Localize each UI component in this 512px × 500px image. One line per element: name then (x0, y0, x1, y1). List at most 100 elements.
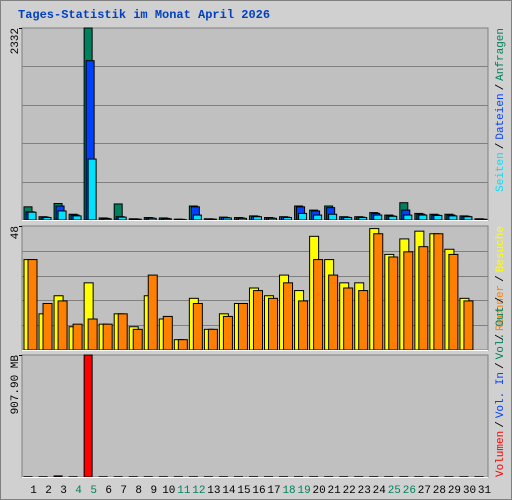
bar (403, 251, 414, 351)
y-tick-label: 48 (10, 226, 22, 239)
bar (87, 318, 98, 351)
bar (102, 323, 113, 351)
legend-entry: Vol. Out (495, 307, 507, 360)
legend-separator: / (495, 362, 507, 369)
bar (27, 259, 38, 351)
legend-separator: / (495, 275, 507, 282)
x-tick-label: 29 (448, 485, 461, 497)
bar (53, 475, 63, 478)
x-tick-label: 20 (313, 485, 326, 497)
bar (222, 217, 232, 221)
x-tick-label: 27 (418, 485, 431, 497)
bar (313, 259, 324, 351)
bar (298, 300, 309, 351)
bar (252, 290, 263, 351)
x-tick-label: 26 (403, 485, 416, 497)
x-tick-label: 22 (343, 485, 356, 497)
x-tick-label: 2 (45, 485, 52, 497)
x-tick-label: 14 (222, 485, 236, 497)
bar (102, 218, 112, 221)
bar (448, 215, 458, 221)
bar (418, 214, 428, 221)
x-tick-label: 4 (75, 485, 82, 497)
bar (343, 287, 354, 351)
x-tick-label: 10 (162, 485, 175, 497)
bar (177, 339, 188, 351)
bar (192, 303, 203, 351)
y-tick-label: 2332 (10, 28, 22, 54)
bar (117, 216, 127, 221)
bar (328, 274, 339, 351)
bar (162, 315, 173, 351)
legend-entry: Volumen (495, 431, 507, 477)
bar (283, 282, 294, 351)
bar (147, 274, 158, 351)
x-tick-label: 19 (297, 485, 310, 497)
x-tick-label: 16 (252, 485, 265, 497)
legend-separator: / (495, 334, 507, 341)
bar (147, 217, 157, 221)
legend-entry: Seiten (495, 152, 507, 192)
bar (388, 256, 399, 351)
bar (207, 328, 218, 351)
bar (27, 211, 37, 221)
bar (388, 215, 398, 221)
bar (298, 212, 308, 221)
legend-entry: Vol. In (495, 372, 507, 418)
bar (117, 313, 128, 351)
y-tick-label: 907.90 MB (10, 355, 22, 415)
x-tick-label: 28 (433, 485, 446, 497)
bar (448, 253, 459, 351)
bar (373, 214, 383, 221)
x-tick-label: 15 (237, 485, 250, 497)
bar (463, 216, 473, 221)
x-tick-label: 24 (373, 485, 387, 497)
bar (237, 303, 248, 351)
bar (358, 217, 368, 221)
x-tick-label: 7 (120, 485, 127, 497)
bar (433, 214, 443, 221)
x-tick-label: 6 (105, 485, 112, 497)
bar (478, 218, 488, 221)
bar (433, 233, 444, 351)
bar (42, 217, 52, 221)
bar (207, 218, 217, 221)
x-tick-label: 12 (192, 485, 205, 497)
bar (57, 210, 67, 221)
x-tick-label: 11 (177, 485, 191, 497)
x-tick-label: 1 (30, 485, 37, 497)
bar (343, 217, 353, 221)
x-tick-label: 13 (207, 485, 220, 497)
bar (373, 233, 384, 351)
bar (418, 246, 429, 351)
legend-separator: / (495, 143, 507, 150)
bar (283, 217, 293, 221)
x-tick-label: 31 (478, 485, 492, 497)
bar (252, 216, 262, 221)
legend-entry: Dateien (495, 93, 507, 139)
bar (72, 323, 83, 351)
bar (192, 214, 202, 221)
bar (268, 297, 279, 351)
legend-entry: Anfragen (495, 28, 507, 81)
x-tick-label: 21 (328, 485, 342, 497)
legend: Seiten / Dateien / Anfragen (495, 28, 507, 192)
bar (83, 354, 93, 478)
x-tick-label: 30 (463, 485, 476, 497)
legend-entry: Rechner (495, 285, 507, 331)
x-tick-label: 17 (267, 485, 280, 497)
legend-entry: Besuche (495, 226, 507, 272)
bar (313, 214, 323, 221)
bar (222, 315, 233, 351)
chart-title: Tages-Statistik im Monat April 2026 (18, 8, 270, 22)
x-tick-label: 8 (135, 485, 142, 497)
legend-separator: / (495, 421, 507, 428)
bar (132, 218, 142, 221)
x-tick-label: 25 (388, 485, 401, 497)
x-tick-label: 5 (90, 485, 97, 497)
bar (42, 303, 53, 351)
x-tick-label: 9 (150, 485, 157, 497)
plot-area (21, 27, 489, 221)
bar (328, 213, 338, 221)
